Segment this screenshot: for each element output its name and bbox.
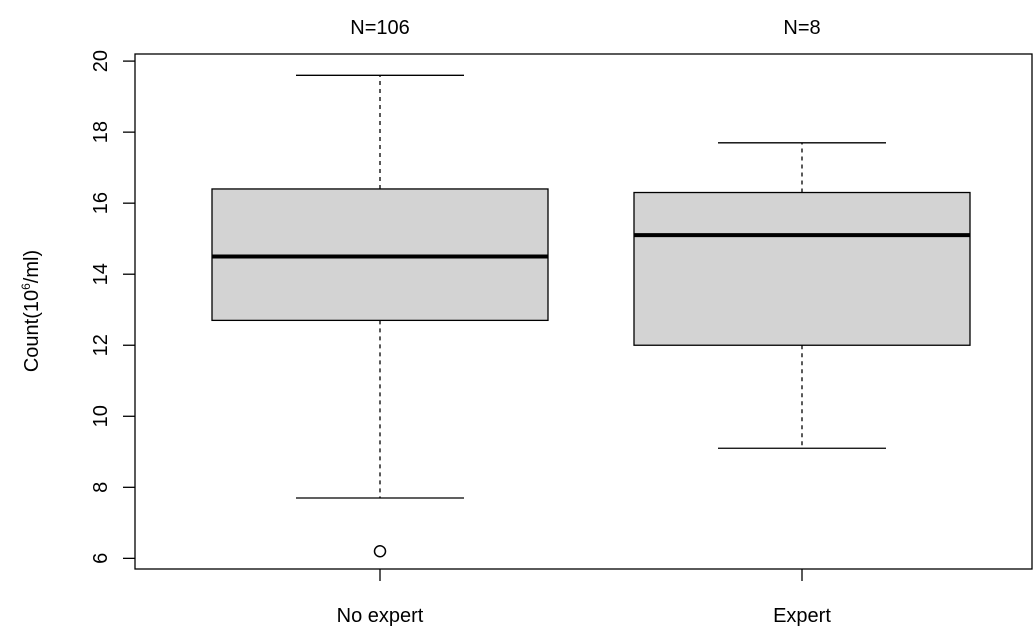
box-group: N=8 [633, 17, 971, 449]
y-tick-label: 18 [90, 121, 112, 143]
plot-frame [134, 53, 1033, 570]
y-axis-title-exponent: 6 [19, 283, 33, 290]
iqr-box [633, 191, 971, 346]
y-tick-label: 12 [90, 334, 112, 356]
y-tick-label: 14 [90, 263, 112, 285]
outlier-point [373, 544, 387, 558]
sample-size-label: N=8 [783, 17, 820, 39]
y-axis-title: Count(106/ml) [19, 250, 43, 372]
y-tick-label: 10 [90, 405, 112, 427]
x-axis: No expert Expert [337, 569, 831, 627]
y-tick-label: 16 [90, 192, 112, 214]
box-group: N=106 [211, 17, 549, 558]
y-axis: 6 8 10 12 14 16 18 20 [90, 50, 135, 564]
y-tick-label: 20 [90, 50, 112, 72]
y-tick-label: 6 [90, 553, 112, 564]
y-tick-label: 8 [90, 482, 112, 493]
y-axis-title-prefix: Count(10 [21, 290, 43, 372]
x-tick-label: Expert [773, 605, 831, 627]
boxes: N=106 N=8 [211, 17, 971, 558]
x-tick-label: No expert [337, 605, 424, 627]
y-axis-title-suffix: /ml) [21, 250, 43, 283]
sample-size-label: N=106 [350, 17, 410, 39]
